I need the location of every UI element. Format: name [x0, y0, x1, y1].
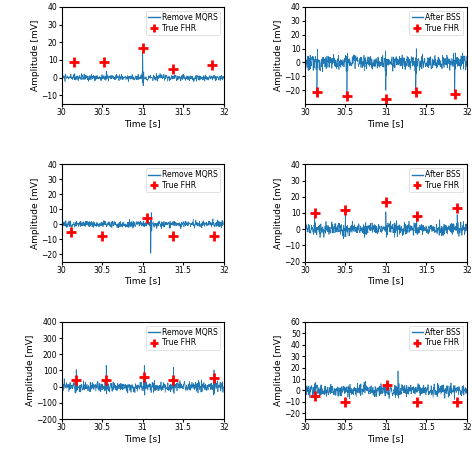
Legend: Remove MQRS, True FHR: Remove MQRS, True FHR — [146, 326, 220, 350]
Y-axis label: Amplitude [mV]: Amplitude [mV] — [31, 20, 40, 91]
X-axis label: Time [s]: Time [s] — [124, 434, 161, 442]
X-axis label: Time [s]: Time [s] — [367, 276, 404, 285]
Legend: After BSS, True FHR: After BSS, True FHR — [409, 326, 463, 350]
Legend: After BSS, True FHR: After BSS, True FHR — [409, 11, 463, 35]
Y-axis label: Amplitude [mV]: Amplitude [mV] — [31, 177, 40, 249]
Legend: Remove MQRS, True FHR: Remove MQRS, True FHR — [146, 168, 220, 192]
Y-axis label: Amplitude [mV]: Amplitude [mV] — [274, 177, 283, 249]
X-axis label: Time [s]: Time [s] — [367, 434, 404, 442]
Y-axis label: Amplitude [mV]: Amplitude [mV] — [26, 335, 35, 406]
Y-axis label: Amplitude [mV]: Amplitude [mV] — [274, 335, 283, 406]
Legend: Remove MQRS, True FHR: Remove MQRS, True FHR — [146, 11, 220, 35]
X-axis label: Time [s]: Time [s] — [367, 119, 404, 128]
Y-axis label: Amplitude [mV]: Amplitude [mV] — [274, 20, 283, 91]
X-axis label: Time [s]: Time [s] — [124, 119, 161, 128]
X-axis label: Time [s]: Time [s] — [124, 276, 161, 285]
Legend: After BSS, True FHR: After BSS, True FHR — [409, 168, 463, 192]
